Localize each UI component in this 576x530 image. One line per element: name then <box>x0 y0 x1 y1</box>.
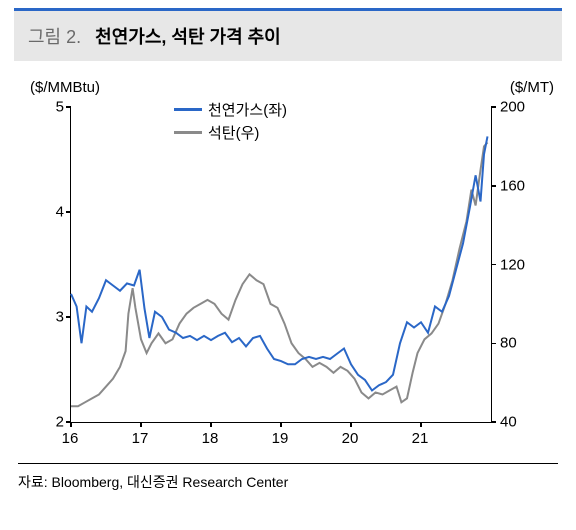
y2-tick-label: 40 <box>500 414 538 431</box>
y1-tick-label: 2 <box>44 414 64 431</box>
figure-title: 천연가스, 석탄 가격 추이 <box>95 23 281 49</box>
y1-tick-label: 3 <box>44 309 64 326</box>
y1-tick-label: 5 <box>44 99 64 116</box>
x-tick-label: 19 <box>272 430 289 447</box>
y1-tick-label: 4 <box>44 204 64 221</box>
x-tick-label: 21 <box>412 430 429 447</box>
y2-tick-label: 160 <box>500 177 538 194</box>
source-line: 자료: Bloomberg, 대신증권 Research Center <box>18 463 558 492</box>
line-series-svg <box>71 107 491 422</box>
gas-line <box>71 136 488 390</box>
y2-tick-label: 80 <box>500 335 538 352</box>
chart-area: ($/MMBtu) ($/MT) 천연가스(좌) 석탄(우) 234540801… <box>24 83 552 453</box>
coal-line <box>71 142 488 406</box>
y2-tick-label: 200 <box>500 99 538 116</box>
figure-header: 그림 2. 천연가스, 석탄 가격 추이 <box>14 8 562 61</box>
plot-region <box>70 107 492 423</box>
figure-number: 그림 2. <box>28 23 81 49</box>
x-tick-label: 16 <box>62 430 79 447</box>
y1-axis-label: ($/MMBtu) <box>30 79 100 96</box>
y2-tick-label: 120 <box>500 256 538 273</box>
x-tick-label: 17 <box>132 430 149 447</box>
x-tick-label: 18 <box>202 430 219 447</box>
x-tick-label: 20 <box>342 430 359 447</box>
y2-axis-label: ($/MT) <box>510 79 554 96</box>
